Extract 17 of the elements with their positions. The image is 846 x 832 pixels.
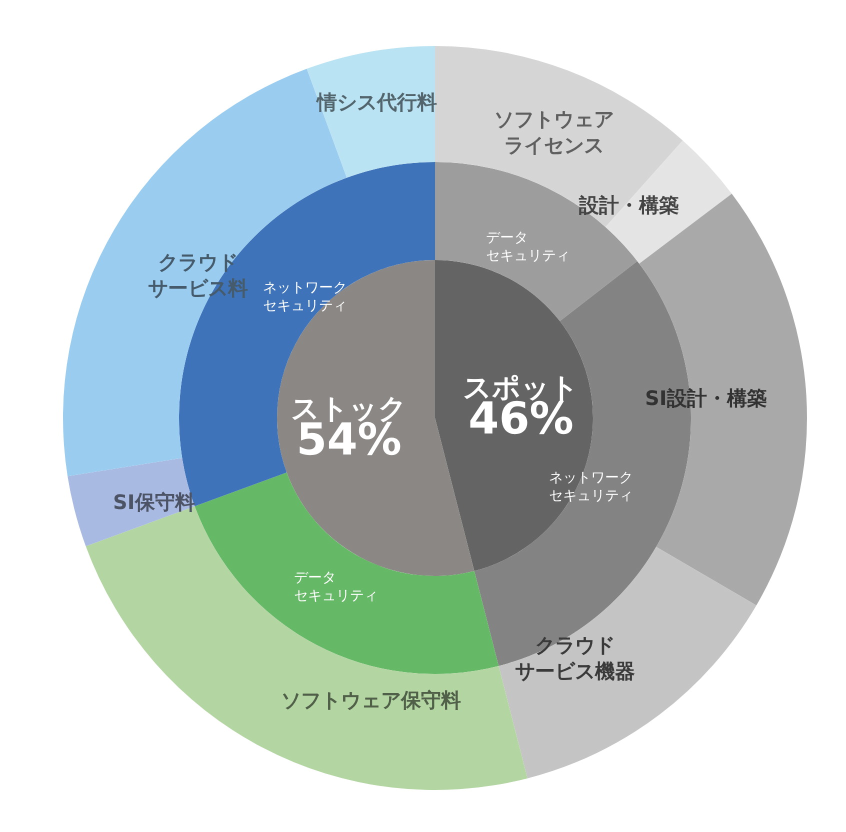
slice-label: データセキュリティ <box>294 570 378 604</box>
slice-label: 設計・構築 <box>578 193 679 217</box>
donut-slice <box>435 162 638 322</box>
slice-label: ソフトウェアライセンス <box>494 107 614 157</box>
slice-label: SI設計・構築 <box>645 386 767 410</box>
donut-slice <box>194 472 499 674</box>
slice-label: データセキュリティ <box>486 230 570 264</box>
donut-slice <box>306 46 435 178</box>
slice-label: ネットワークセキュリティ <box>549 470 633 504</box>
donut-slice <box>435 46 683 228</box>
slice-label: ネットワークセキュリティ <box>263 280 347 314</box>
slice-label: 情シス代行料 <box>315 90 437 114</box>
slice-label: ソフトウェア保守料 <box>281 688 461 712</box>
donut-slice <box>498 546 756 778</box>
donut-slice <box>639 194 806 606</box>
slice-label: SI保守料 <box>113 490 195 514</box>
pie-slice <box>435 260 593 572</box>
